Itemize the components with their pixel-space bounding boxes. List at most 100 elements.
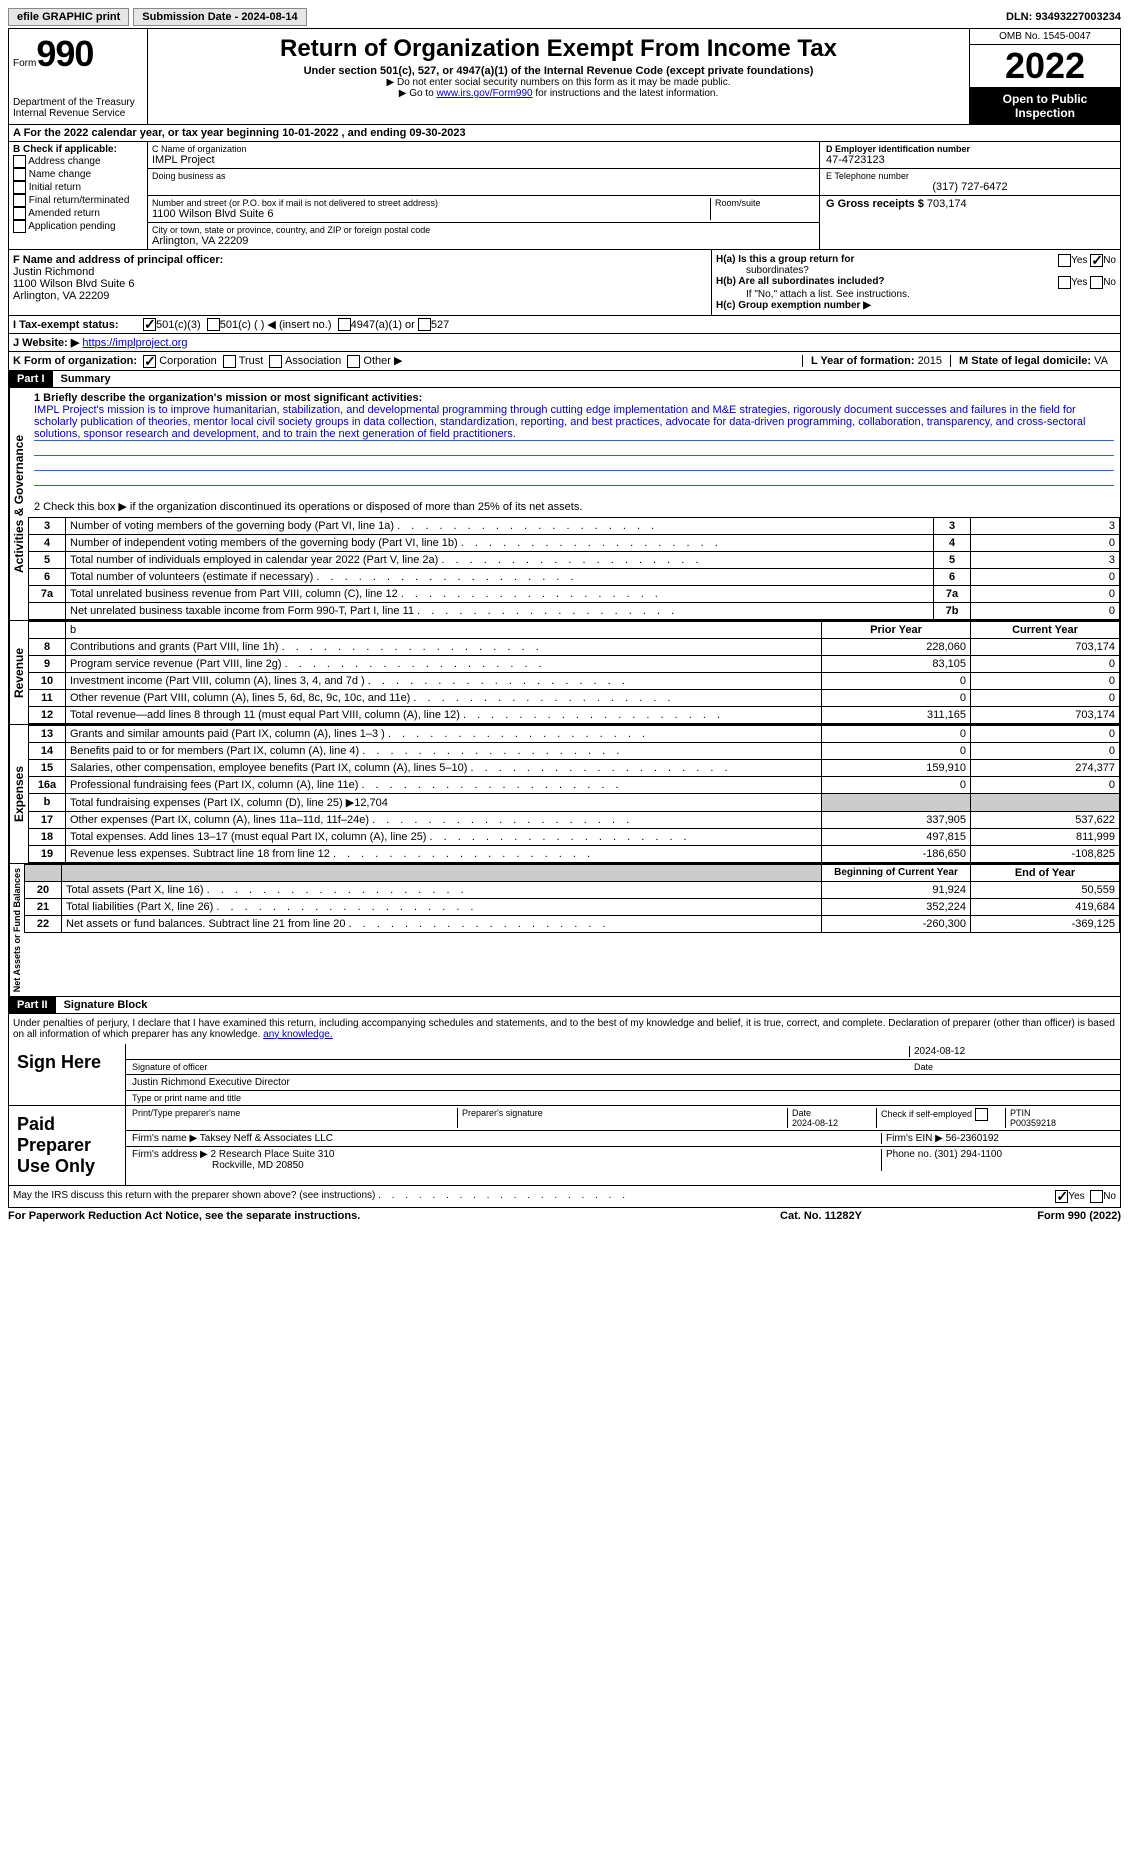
row-num: 9	[29, 655, 66, 672]
row-text: Number of independent voting members of …	[66, 534, 934, 551]
row-a-period: A For the 2022 calendar year, or tax yea…	[8, 125, 1121, 142]
f-name: Justin Richmond	[13, 266, 707, 278]
row-num: 5	[29, 551, 66, 568]
self-emp-text: Check if self-employed	[881, 1109, 972, 1119]
l-val: 2015	[918, 355, 942, 367]
check-assoc[interactable]	[269, 355, 282, 368]
efile-button[interactable]: efile GRAPHIC print	[8, 8, 129, 26]
part1-header: Part I Summary	[8, 371, 1121, 388]
col-b-checkboxes: B Check if applicable: Address change Na…	[9, 142, 148, 249]
firm-phone-label: Phone no.	[886, 1149, 932, 1160]
vert-exp: Expenses	[9, 725, 28, 863]
check-pending[interactable]	[13, 220, 26, 233]
ha-no[interactable]	[1090, 254, 1103, 267]
row-text: Total unrelated business revenue from Pa…	[66, 585, 934, 602]
check-final[interactable]	[13, 194, 26, 207]
row-text: Total liabilities (Part X, line 26)	[62, 898, 822, 915]
row-key: 7a	[934, 585, 971, 602]
row-text: Number of voting members of the governin…	[66, 517, 934, 534]
discuss-yes-lbl: Yes	[1068, 1191, 1084, 1202]
row-num: 16a	[29, 776, 66, 793]
note-post: for instructions and the latest informat…	[533, 88, 719, 99]
col-f: F Name and address of principal officer:…	[9, 250, 712, 315]
mission-text: IMPL Project's mission is to improve hum…	[34, 404, 1114, 441]
hb-yes[interactable]	[1058, 276, 1071, 289]
expenses-section: Expenses 13 Grants and similar amounts p…	[8, 725, 1121, 864]
prep-date-val: 2024-08-12	[792, 1118, 838, 1128]
hdr-end: End of Year	[971, 864, 1120, 881]
city-label: City or town, state or province, country…	[152, 225, 815, 235]
revenue-section: Revenue b Prior Year Current Year 8 Cont…	[8, 621, 1121, 725]
submission-date-button[interactable]: Submission Date - 2024-08-14	[133, 8, 306, 26]
row-text: Total revenue—add lines 8 through 11 (mu…	[66, 706, 822, 723]
check-name[interactable]	[13, 168, 26, 181]
ha-yes[interactable]	[1058, 254, 1071, 267]
sig-date-val: 2024-08-12	[909, 1046, 1114, 1057]
street-label: Number and street (or P.O. box if mail i…	[152, 198, 710, 208]
check-initial[interactable]	[13, 181, 26, 194]
irs-link[interactable]: www.irs.gov/Form990	[436, 88, 532, 99]
check-4947[interactable]	[338, 318, 351, 331]
row-num	[29, 602, 66, 619]
discuss-yes[interactable]	[1055, 1190, 1068, 1203]
row-num: 6	[29, 568, 66, 585]
row-num: 7a	[29, 585, 66, 602]
table-rev: b Prior Year Current Year 8 Contribution…	[28, 621, 1120, 724]
phone-val: (317) 727-6472	[826, 181, 1114, 193]
row-prior: -186,650	[822, 845, 971, 862]
f-addr2: Arlington, VA 22209	[13, 290, 707, 302]
top-bar: efile GRAPHIC print Submission Date - 20…	[8, 8, 1121, 26]
row-num: 11	[29, 689, 66, 706]
firm-addr2: Rockville, MD 20850	[212, 1160, 304, 1171]
footer-left: For Paperwork Reduction Act Notice, see …	[8, 1210, 721, 1222]
opt-corp: Corporation	[159, 355, 216, 367]
k-label: K Form of organization:	[13, 355, 137, 367]
row-text: Professional fundraising fees (Part IX, …	[66, 776, 822, 793]
check-other[interactable]	[347, 355, 360, 368]
part2-title: Signature Block	[56, 997, 156, 1013]
f-label: F Name and address of principal officer:	[13, 254, 707, 266]
row-num: 17	[29, 811, 66, 828]
table-ag: 3 Number of voting members of the govern…	[28, 517, 1120, 620]
check-trust[interactable]	[223, 355, 236, 368]
row-num: b	[29, 793, 66, 811]
row-val: 3	[971, 551, 1120, 568]
prep-sig-label: Preparer's signature	[458, 1108, 788, 1128]
hdr-current: Current Year	[971, 621, 1120, 638]
lbl-amended: Amended return	[28, 208, 100, 219]
opt-501c: 501(c) ( ) ◀ (insert no.)	[220, 318, 332, 331]
check-amended[interactable]	[13, 207, 26, 220]
hb-label: H(b) Are all subordinates included?	[716, 276, 885, 287]
check-501c3[interactable]	[143, 318, 156, 331]
row-current: 50,559	[971, 881, 1120, 898]
row-text: Other expenses (Part IX, column (A), lin…	[66, 811, 822, 828]
discuss-no-lbl: No	[1103, 1191, 1116, 1202]
check-address[interactable]	[13, 155, 26, 168]
mission-block: 1 Briefly describe the organization's mi…	[28, 388, 1120, 517]
header-right: OMB No. 1545-0047 2022 Open to Public In…	[969, 29, 1120, 124]
paid-prep-label: Paid Preparer Use Only	[9, 1106, 126, 1185]
discuss-no[interactable]	[1090, 1190, 1103, 1203]
knowledge-link[interactable]: any knowledge.	[263, 1029, 333, 1040]
check-corp[interactable]	[143, 355, 156, 368]
check-self-emp[interactable]	[975, 1108, 988, 1121]
note-pre: ▶ Go to	[399, 88, 437, 99]
ptin-label: PTIN	[1010, 1108, 1031, 1118]
l-label: L Year of formation:	[811, 355, 915, 367]
row-num: 22	[25, 915, 62, 932]
check-527[interactable]	[418, 318, 431, 331]
row-val: 0	[971, 585, 1120, 602]
row-current: 0	[971, 742, 1120, 759]
row-text: Other revenue (Part VIII, column (A), li…	[66, 689, 822, 706]
open-public-badge: Open to Public Inspection	[970, 88, 1120, 124]
firm-name: Taksey Neff & Associates LLC	[200, 1133, 333, 1144]
irs-label: Internal Revenue Service	[13, 108, 143, 119]
row-num: 10	[29, 672, 66, 689]
firm-name-label: Firm's name ▶	[132, 1133, 197, 1144]
check-501c[interactable]	[207, 318, 220, 331]
row-current: 419,684	[971, 898, 1120, 915]
website-link[interactable]: https://implproject.org	[82, 337, 187, 349]
hb-no[interactable]	[1090, 276, 1103, 289]
part1-title: Summary	[53, 371, 119, 387]
self-emp: Check if self-employed	[877, 1108, 1006, 1128]
